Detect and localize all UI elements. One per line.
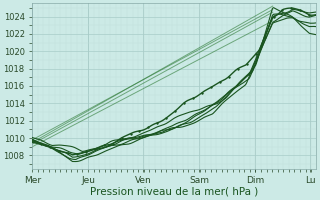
X-axis label: Pression niveau de la mer( hPa ): Pression niveau de la mer( hPa ) [90, 187, 258, 197]
